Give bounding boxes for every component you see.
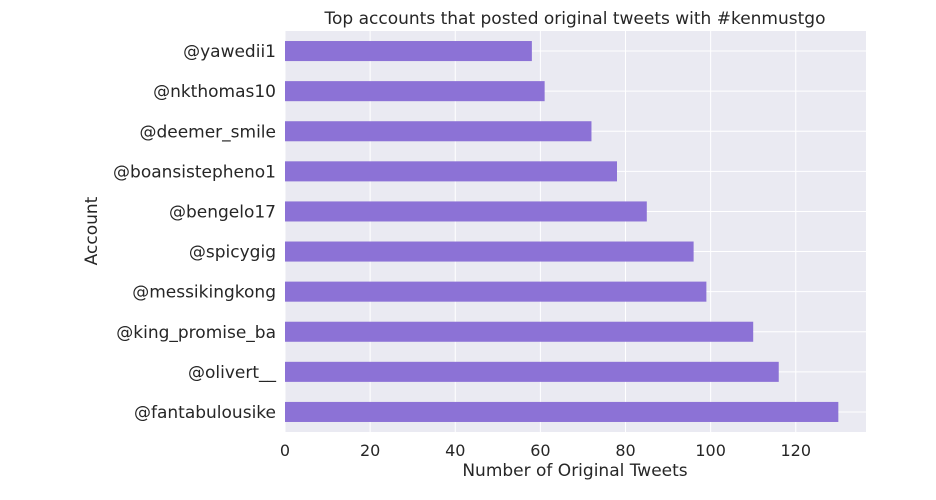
y-category-label: @boansistepheno1 (113, 162, 276, 182)
bar-yawedii1 (285, 41, 532, 62)
x-axis-label: Number of Original Tweets (462, 461, 687, 481)
y-category-label: @bengelo17 (169, 202, 276, 222)
bar-fantabulousike (285, 401, 839, 422)
bar-olivert (285, 361, 779, 382)
bar-bengelo17 (285, 201, 647, 222)
y-category-label: @deemer_smile (139, 122, 276, 142)
y-category-label: @fantabulousike (134, 403, 276, 423)
x-tick-labels: 0 20 40 60 80 100 120 (280, 441, 811, 460)
x-tick-label: 60 (530, 441, 550, 460)
x-tick-label: 40 (445, 441, 465, 460)
bar-messikingkong (285, 281, 707, 302)
bar-spicygig (285, 241, 694, 262)
chart-title: Top accounts that posted original tweets… (324, 9, 826, 29)
bars-group (285, 41, 839, 422)
y-category-label: @spicygig (189, 243, 276, 263)
x-tick-label: 20 (360, 441, 380, 460)
bar-nkthomas10 (285, 81, 545, 102)
y-axis-label: Account (82, 196, 102, 265)
y-category-labels: @fantabulousike @olivert__ @king_promise_b… (113, 42, 276, 423)
x-tick-label: 0 (280, 441, 290, 460)
y-category-label: @yawedii1 (183, 42, 276, 62)
bar-boansistepheno1 (285, 161, 617, 182)
y-category-label: @messikingkong (132, 283, 276, 303)
bar-deemer-smile (285, 121, 592, 142)
bar-king-promise-ba (285, 321, 754, 342)
y-category-label: @nkthomas10 (153, 82, 276, 102)
y-category-label: @king_promise_ba (116, 323, 276, 343)
x-tick-label: 120 (780, 441, 811, 460)
x-tick-label: 100 (695, 441, 726, 460)
y-category-label: @olivert__ (188, 363, 277, 383)
x-tick-label: 80 (615, 441, 635, 460)
